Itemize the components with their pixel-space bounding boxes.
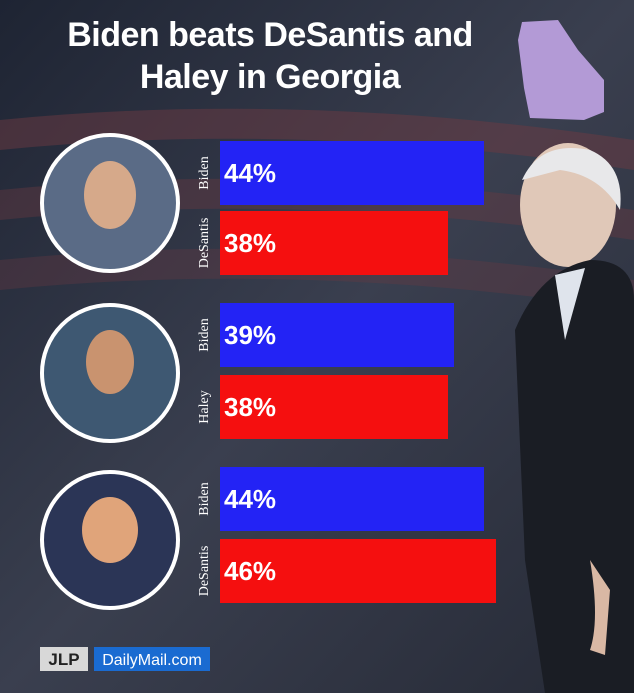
chart-title: Biden beats DeSantis and Haley in Georgi… — [67, 16, 473, 96]
bar — [220, 375, 448, 439]
bar — [220, 211, 448, 275]
category-label: Biden — [197, 482, 212, 515]
category-label: DeSantis — [197, 546, 212, 597]
logo-box — [94, 647, 210, 671]
logo-box — [40, 647, 88, 671]
logo: DailyMail.com — [102, 652, 202, 669]
category-label: Biden — [197, 318, 212, 351]
flag-stripe — [0, 248, 634, 310]
bar — [220, 303, 454, 367]
flag-stripe — [0, 108, 634, 170]
category-label: DeSantis — [197, 218, 212, 269]
portrait — [40, 133, 180, 610]
bar — [220, 467, 484, 531]
logo: JLP — [48, 650, 79, 669]
value-label: 44% — [224, 484, 276, 514]
value-label: 46% — [224, 556, 276, 586]
category-label: Haley — [197, 390, 212, 423]
value-label: 39% — [224, 320, 276, 350]
value-label: 38% — [224, 228, 276, 258]
bar — [220, 141, 484, 205]
value-label: 38% — [224, 392, 276, 422]
value-label: 44% — [224, 158, 276, 188]
georgia-map — [518, 20, 604, 120]
bar — [220, 539, 496, 603]
category-label: Biden — [197, 156, 212, 189]
biden-figure — [515, 143, 634, 693]
